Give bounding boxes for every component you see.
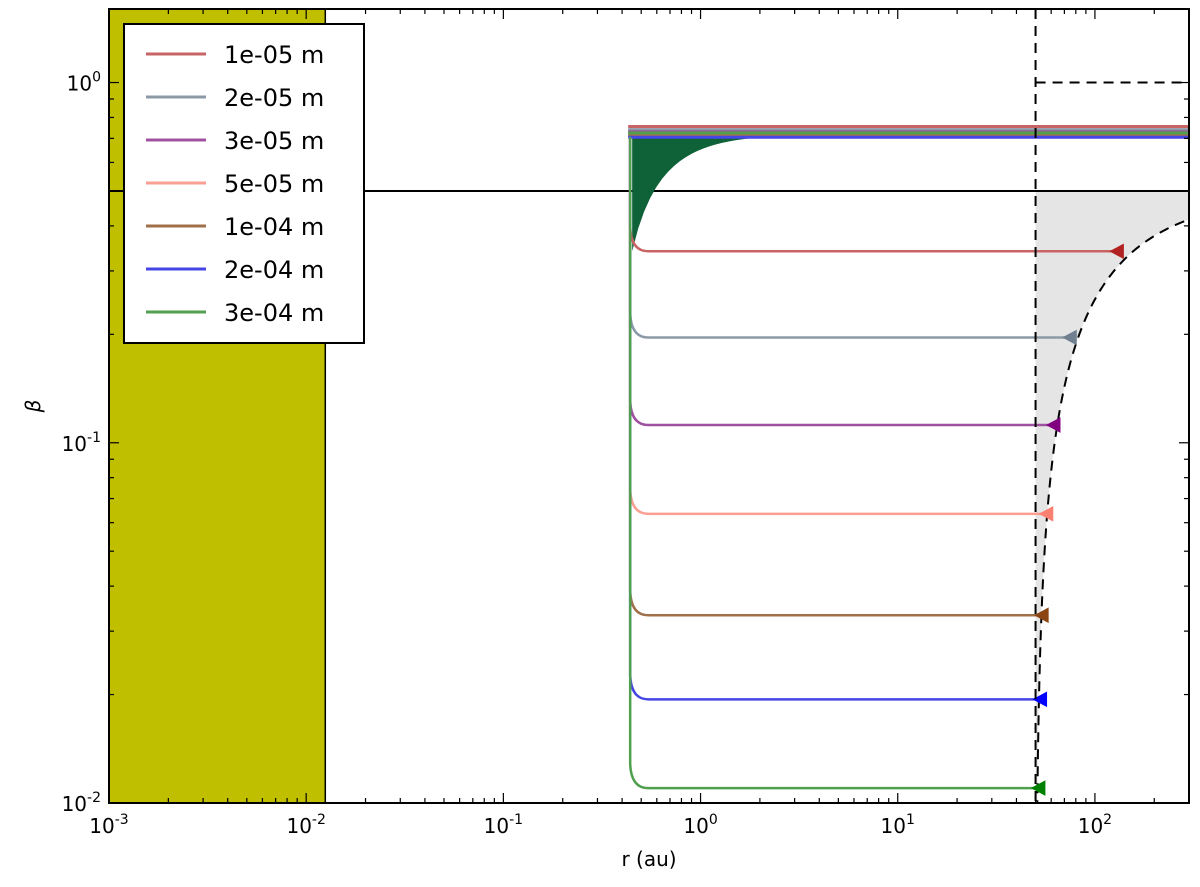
series-end-marker: [1045, 417, 1061, 433]
legend-label: 3e-04 m: [224, 299, 324, 327]
series-end-marker: [1030, 780, 1046, 796]
series-end-marker: [1038, 505, 1054, 522]
series-line: [628, 133, 1071, 339]
x-tick-label: 102: [1078, 812, 1112, 838]
x-tick-label: 100: [683, 812, 717, 838]
y-tick-label: 10-2: [62, 790, 101, 816]
series-end-marker: [1109, 243, 1124, 260]
legend-label: 2e-04 m: [224, 256, 324, 284]
x-tick-label: 10-2: [286, 812, 325, 838]
series-line: [628, 139, 1043, 617]
y-tick-label: 100: [67, 70, 101, 96]
x-tick-label: 10-1: [484, 812, 523, 838]
series-end-marker: [1034, 607, 1049, 624]
x-axis-label: r (au): [621, 847, 676, 871]
legend-label: 1e-05 m: [224, 41, 324, 69]
series-end-marker: [1032, 691, 1048, 708]
y-tick-label: 10-1: [62, 430, 101, 456]
series-line: [628, 137, 1047, 516]
gray-region: [1035, 190, 1189, 803]
axis-ticks: [108, 9, 1190, 804]
series-end-marker: [1062, 329, 1077, 346]
upper-band: [632, 133, 992, 252]
legend-label: 1e-04 m: [224, 213, 324, 241]
bound-curve: [1036, 218, 1189, 803]
legend-label: 5e-05 m: [224, 170, 324, 198]
series-3e-05-m: [628, 130, 1189, 433]
x-tick-label: 101: [881, 812, 915, 838]
x-tick-label: 10-3: [89, 812, 128, 838]
legend-label: 3e-05 m: [224, 127, 324, 155]
series-line: [628, 135, 1054, 427]
y-axis-label: β: [21, 399, 45, 413]
series-line: [628, 136, 1039, 790]
legend-label: 2e-05 m: [224, 84, 324, 112]
series-3e-04-m: [628, 131, 1189, 796]
plot-frame: [108, 8, 1190, 804]
legend: 1e-05 m 2e-05 m 3e-05 m 5e-05 m 1e-04 m 2e-04…: [123, 23, 365, 344]
